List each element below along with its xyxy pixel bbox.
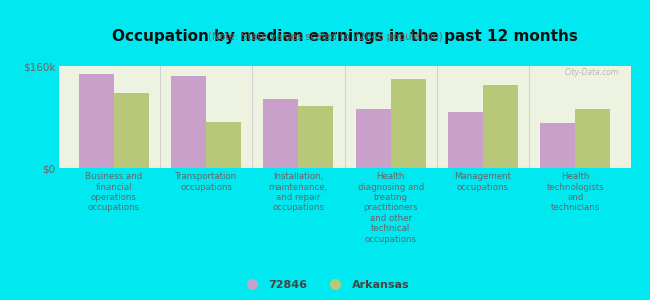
Bar	[263, 99, 298, 168]
Legend: 72846, Arkansas: 72846, Arkansas	[236, 276, 414, 294]
Bar	[206, 122, 241, 168]
Bar	[448, 112, 483, 168]
Bar	[114, 93, 149, 168]
Bar	[298, 106, 333, 168]
Bar	[540, 123, 575, 168]
Title: Occupation by median earnings in the past 12 months: Occupation by median earnings in the pas…	[112, 29, 577, 44]
Text: (Note: State values scaled to 72846 population): (Note: State values scaled to 72846 popu…	[208, 32, 442, 41]
Bar	[391, 79, 426, 168]
Bar	[575, 109, 610, 168]
Bar	[79, 74, 114, 168]
Bar	[171, 76, 206, 168]
Bar	[356, 109, 391, 168]
Text: City-Data.com: City-Data.com	[565, 68, 619, 77]
Bar	[483, 85, 518, 168]
